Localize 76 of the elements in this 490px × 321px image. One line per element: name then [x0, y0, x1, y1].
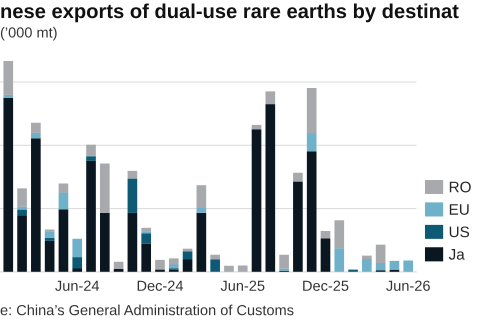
bar — [141, 228, 152, 232]
bar — [17, 215, 27, 272]
bar — [58, 184, 68, 193]
bar — [210, 259, 220, 272]
bar — [44, 229, 54, 232]
bar — [196, 212, 206, 272]
bar — [3, 60, 14, 95]
bar — [334, 220, 344, 248]
bar — [320, 238, 330, 272]
bar — [31, 132, 41, 138]
bar — [265, 104, 276, 272]
bar — [334, 248, 344, 272]
bar — [252, 124, 262, 130]
bar — [128, 212, 138, 272]
bar — [155, 260, 165, 270]
bar — [182, 251, 192, 260]
bar — [3, 94, 14, 98]
bar — [31, 122, 41, 133]
bar — [238, 266, 248, 272]
bar — [293, 182, 303, 272]
bar — [210, 254, 220, 260]
bar — [86, 144, 96, 156]
bar — [128, 170, 138, 179]
bar — [17, 188, 27, 207]
legend-label: EU — [450, 204, 469, 215]
bar — [376, 244, 386, 264]
bar — [196, 207, 206, 213]
bar — [100, 212, 110, 272]
bar — [114, 262, 124, 269]
legend-label: RO — [450, 182, 471, 192]
legend-label: Ja — [448, 249, 465, 260]
bar — [362, 259, 372, 272]
bar — [17, 210, 27, 216]
bar — [293, 172, 303, 182]
bar — [17, 206, 27, 210]
x-tick-label: Dec-24 — [138, 280, 184, 291]
bar — [128, 178, 138, 213]
bar — [86, 156, 96, 161]
bar — [100, 163, 110, 213]
bar — [279, 254, 289, 269]
bar — [306, 151, 317, 272]
bar — [306, 88, 317, 134]
bar — [196, 185, 206, 208]
chart-subtitle: (’000 mt) — [0, 26, 57, 40]
bar — [362, 256, 372, 260]
bar — [86, 160, 96, 272]
bar — [224, 266, 234, 272]
bar — [44, 238, 54, 241]
bar — [252, 129, 262, 272]
bar — [44, 232, 54, 238]
bar — [182, 248, 192, 252]
bar — [72, 238, 82, 258]
bar — [320, 230, 330, 238]
bar — [58, 209, 68, 272]
x-tick-label: Dec-25 — [303, 280, 348, 291]
bar — [3, 98, 14, 272]
bar — [168, 264, 179, 269]
x-tick-label: Jun-24 — [55, 280, 100, 291]
bar — [141, 233, 152, 244]
chart-title: nese exports of dual-use rare earths by destinat — [1, 3, 459, 22]
bar — [265, 91, 276, 104]
bar — [141, 244, 152, 272]
bar — [306, 134, 317, 152]
legend-label: US — [450, 226, 470, 238]
text: e: China’s General Administration of Customs — [0, 304, 294, 316]
bar — [31, 138, 41, 272]
x-tick-label: Jun-26 — [386, 280, 430, 291]
bar — [168, 258, 179, 265]
x-tick-label: Jun-25 — [220, 280, 264, 291]
bar — [182, 259, 192, 272]
bar — [390, 260, 400, 270]
bar — [44, 240, 54, 272]
bar — [403, 260, 414, 272]
bar — [376, 263, 386, 270]
bar — [58, 192, 68, 210]
bar — [72, 257, 82, 269]
